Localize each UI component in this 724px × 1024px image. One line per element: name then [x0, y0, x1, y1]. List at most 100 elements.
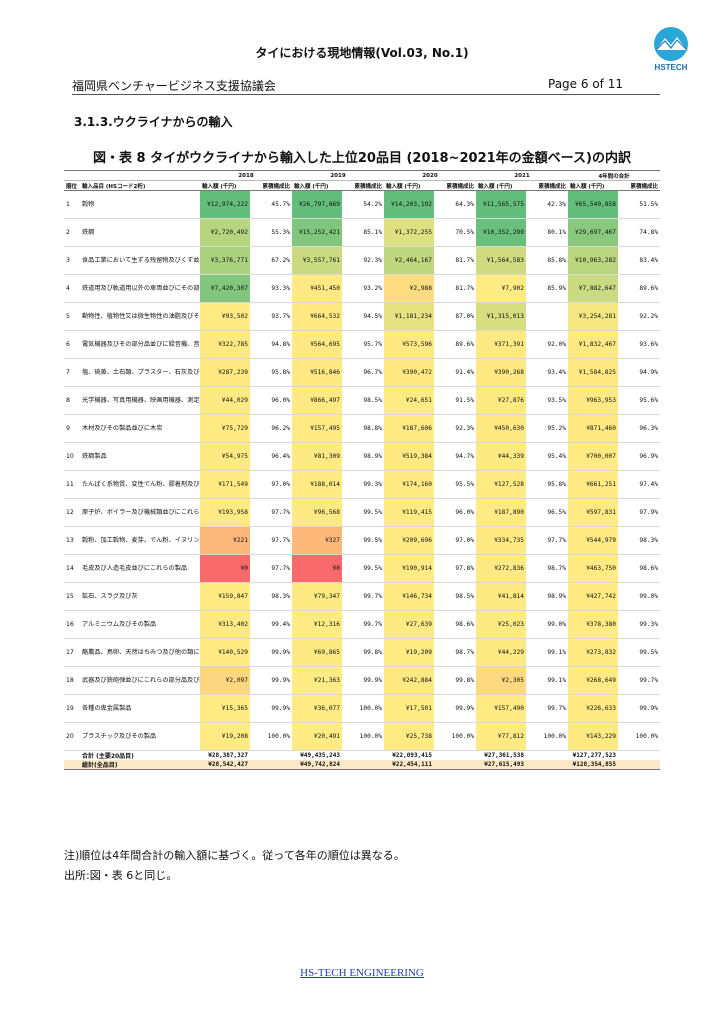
amount-cell: ¥371,391 [476, 330, 526, 359]
amount-cell: ¥171,549 [200, 470, 250, 499]
rank-cell: 6 [64, 330, 80, 359]
share-cell: 99.7% [342, 610, 384, 639]
amount-cell: ¥322,785 [200, 330, 250, 359]
amount-cell: ¥44,229 [476, 638, 526, 667]
share-header: 累積構成比 [342, 180, 384, 191]
amount-cell: ¥544,979 [568, 526, 618, 555]
import-table: 2018 2019 2020 2021 4年間の合計 順位 輸入品目 (HSコー… [64, 170, 661, 770]
year-header-row: 2018 2019 2020 2021 4年間の合計 [64, 170, 661, 181]
amount-cell: ¥0 [292, 554, 342, 583]
amount-cell: ¥1,181,234 [384, 302, 434, 331]
share-cell: 81.7% [434, 274, 476, 303]
total-label: 総計(全品目) [80, 760, 200, 770]
item-name-cell: 鉄鋼 [80, 218, 200, 247]
share-cell: 89.6% [618, 274, 661, 303]
amount-cell: ¥7,420,307 [200, 274, 250, 303]
item-name-cell: 光学機器、写真用機器、映画用機器、測定機器、検査機器、精密機器及び医療用機器並び… [80, 386, 200, 415]
amount-header: 輸入額 (千円) [568, 180, 618, 191]
amount-cell: ¥188,014 [292, 470, 342, 499]
item-name-cell: 毛皮及び人造毛皮並びにこれらの製品 [80, 554, 200, 583]
amount-cell: ¥44,029 [200, 386, 250, 415]
amount-cell: ¥242,884 [384, 666, 434, 695]
note-source: 出所:図・表 6と同じ。 [64, 869, 178, 882]
share-cell: 97.7% [250, 526, 292, 555]
total-amount-cell: ¥22,093,415 [384, 750, 434, 760]
amount-cell: ¥140,529 [200, 638, 250, 667]
amount-cell: ¥2,720,492 [200, 218, 250, 247]
share-cell: 98.9% [342, 442, 384, 471]
share-cell: 97.7% [526, 526, 568, 555]
share-cell: 85.9% [526, 274, 568, 303]
share-cell: 99.5% [342, 554, 384, 583]
rank-cell: 5 [64, 302, 80, 331]
amount-cell: ¥0 [200, 554, 250, 583]
share-cell: 91.4% [434, 358, 476, 387]
amount-cell: ¥334,735 [476, 526, 526, 555]
amount-cell: ¥2,464,167 [384, 246, 434, 275]
rank-cell: 20 [64, 722, 80, 751]
table-row: 20 プラスチック及びその製品 ¥19,208 100.0% ¥20,491 100.0%… [64, 722, 661, 751]
amount-cell: ¥26,797,869 [292, 190, 342, 219]
share-cell: 97.9% [618, 498, 661, 527]
share-cell: 70.5% [434, 218, 476, 247]
amount-cell: ¥7,902 [476, 274, 526, 303]
amount-cell: ¥27,639 [384, 610, 434, 639]
rank-cell: 18 [64, 666, 80, 695]
item-name-cell: 鉄道用及び軌道用以外の車両並びにその部分品及び附属品 [80, 274, 200, 303]
share-cell: 100.0% [342, 694, 384, 723]
share-cell: 98.6% [434, 610, 476, 639]
share-cell: 93.6% [618, 330, 661, 359]
rank-cell: 19 [64, 694, 80, 723]
table-row: 4鉄道用及び軌道用以外の車両並びにその部分品及び附属品¥7,420,30793.… [64, 274, 661, 303]
item-name-cell: 穀粉、加工穀物、麦芽、でん粉、イヌリン及び小麦グルテン [80, 526, 200, 555]
share-cell: 99.7% [526, 694, 568, 723]
share-cell: 99.7% [618, 666, 661, 695]
item-name-cell: 食品工業において生ずる残留物及びくず並びに調製飼料 [80, 246, 200, 275]
share-cell: 99.3% [342, 470, 384, 499]
amount-cell: ¥21,363 [292, 666, 342, 695]
share-cell [526, 302, 568, 331]
share-cell: 100.0% [434, 722, 476, 751]
item-name-cell: 各種の卑金属製品 [80, 694, 200, 723]
table-row: 9 木材及びその製品並びに木炭 ¥75,729 96.2% ¥157,495 98.8% ¥… [64, 414, 661, 443]
amount-cell: ¥65,540,858 [568, 190, 618, 219]
table-row: 15 鉱石、スラグ及び灰 ¥159,847 98.3% ¥79,347 99.7% ¥146… [64, 582, 661, 611]
table-row: 3食品工業において生ずる残留物及びくず並びに調製飼料¥3,376,77167.2… [64, 246, 661, 275]
amount-cell: ¥143,229 [568, 722, 618, 751]
amount-cell: ¥15,365 [200, 694, 250, 723]
amount-cell: ¥268,649 [568, 666, 618, 695]
column-header-row: 順位 輸入品目 (HSコード2桁) 輸入額 (千円) 累積構成比 輸入額 (千円… [64, 180, 661, 191]
share-cell: 98.6% [618, 554, 661, 583]
amount-cell: ¥14,203,192 [384, 190, 434, 219]
section-title: 3.1.3.ウクライナからの輸入 [74, 115, 233, 129]
rank-cell: 15 [64, 582, 80, 611]
share-cell: 98.9% [526, 582, 568, 611]
amount-cell: ¥427,742 [568, 582, 618, 611]
amount-cell: ¥157,495 [292, 414, 342, 443]
table-row: 10 鉄鋼製品 ¥54,975 96.4% ¥81,309 98.9% ¥519,384 94… [64, 442, 661, 471]
footer-link[interactable]: HS-TECH ENGINEERING [300, 967, 424, 979]
amount-cell: ¥12,974,222 [200, 190, 250, 219]
amount-cell: ¥1,372,255 [384, 218, 434, 247]
share-cell: 93.3% [250, 274, 292, 303]
amount-cell: ¥390,268 [476, 358, 526, 387]
year-header: 4年間の合計 [568, 170, 661, 181]
amount-cell: ¥313,402 [200, 610, 250, 639]
share-cell: 100.0% [618, 722, 661, 751]
share-cell: 93.5% [526, 386, 568, 415]
amount-cell: ¥24,651 [384, 386, 434, 415]
amount-cell: ¥19,209 [384, 638, 434, 667]
amount-cell: ¥17,501 [384, 694, 434, 723]
year-header: 2020 [384, 170, 476, 181]
item-name-cell: 動物性、植物性又は微生物性の油脂及びその分解生産物、調製食用脂並びに動物性又は植… [80, 302, 200, 331]
rank-cell: 17 [64, 638, 80, 667]
table-row: 1 穀物 ¥12,974,222 45.7% ¥26,797,869 54.2% ¥14,2… [64, 190, 661, 219]
table-row: 19 各種の卑金属製品 ¥15,365 99.9% ¥36,077 100.0% ¥17,5… [64, 694, 661, 723]
share-cell: 92.3% [434, 414, 476, 443]
amount-cell: ¥209,696 [384, 526, 434, 555]
share-cell: 51.5% [618, 190, 661, 219]
share-cell: 96.2% [250, 414, 292, 443]
table-row: 14 毛皮及び人造毛皮並びにこれらの製品 ¥0 97.7% ¥0 99.5% ¥190,91… [64, 554, 661, 583]
rank-cell: 3 [64, 246, 80, 275]
header-divider [72, 94, 660, 95]
